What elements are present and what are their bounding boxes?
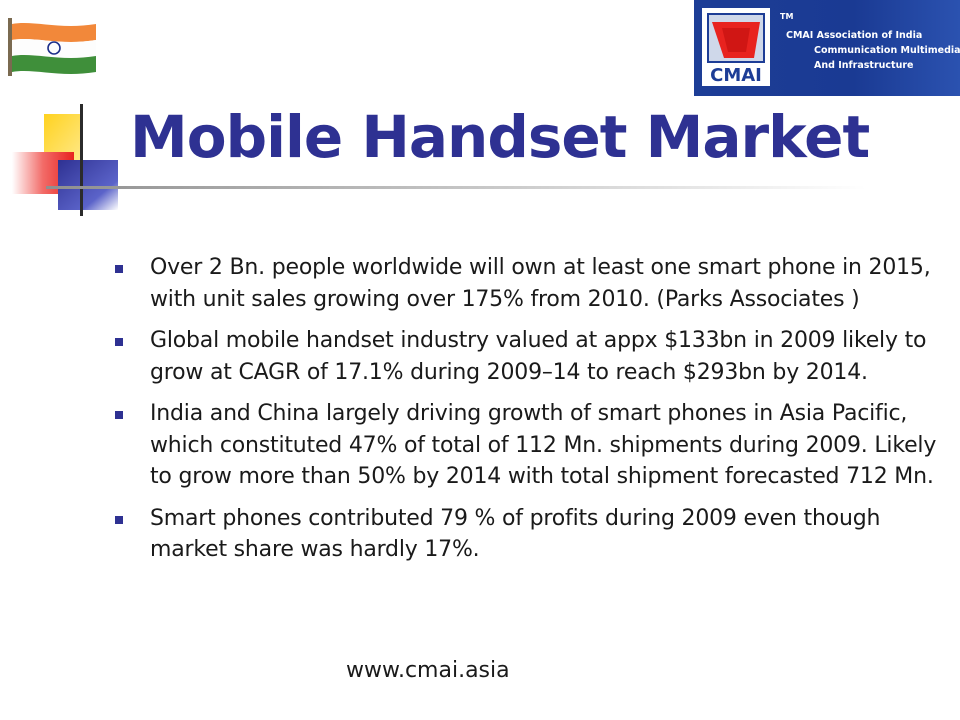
bullet-text: India and China largely driving growth o… xyxy=(150,401,937,489)
bullet-square-icon xyxy=(115,515,123,524)
title-divider xyxy=(46,186,866,189)
bullet-square-icon xyxy=(115,411,123,419)
bullet-square-icon xyxy=(115,338,123,346)
bullet-item: Over 2 Bn. people worldwide will own at … xyxy=(112,252,957,315)
bullet-item: Global mobile handset industry valued at… xyxy=(112,325,957,388)
logo-line-2: Communication Multimedia xyxy=(814,45,960,56)
logo-mark-text: CMAI xyxy=(710,65,762,86)
cmai-logo-mark-icon: CMAI xyxy=(702,8,770,86)
cmai-logo: CMAI TM CMAI Association of India Commun… xyxy=(694,0,960,96)
bullet-list: Over 2 Bn. people worldwide will own at … xyxy=(112,252,957,576)
footer-url[interactable]: www.cmai.asia xyxy=(346,658,510,683)
logo-trademark: TM xyxy=(780,12,794,21)
slide-title: Mobile Handset Market xyxy=(130,103,870,171)
bullet-text: Over 2 Bn. people worldwide will own at … xyxy=(150,255,931,312)
bullet-text: Global mobile handset industry valued at… xyxy=(150,328,927,385)
bullet-item: India and China largely driving growth o… xyxy=(112,398,957,493)
bullet-square-icon xyxy=(115,265,123,273)
logo-line-3: And Infrastructure xyxy=(814,60,914,71)
bullet-item: Smart phones contributed 79 % of profits… xyxy=(112,503,957,566)
title-squares-decoration xyxy=(12,104,136,216)
logo-line-1: CMAI Association of India xyxy=(786,30,923,41)
bullet-text: Smart phones contributed 79 % of profits… xyxy=(150,505,881,563)
indian-flag-icon xyxy=(8,18,96,76)
